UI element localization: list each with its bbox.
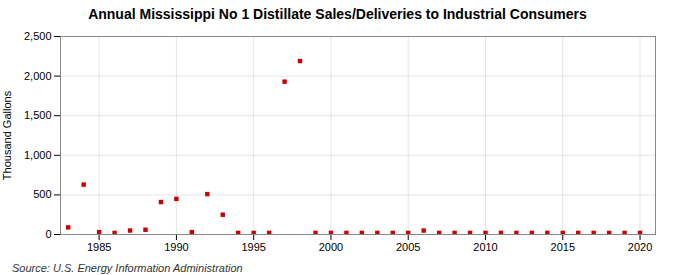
svg-text:2000: 2000 [319,241,343,253]
svg-text:2,000: 2,000 [24,70,52,82]
svg-text:1,000: 1,000 [24,149,52,161]
svg-text:1,500: 1,500 [24,109,52,121]
svg-text:1995: 1995 [241,241,265,253]
svg-text:0: 0 [45,228,51,240]
svg-text:2015: 2015 [551,241,575,253]
svg-text:2,500: 2,500 [24,30,52,42]
svg-text:2020: 2020 [628,241,652,253]
svg-text:1990: 1990 [164,241,188,253]
svg-text:500: 500 [33,188,51,200]
svg-text:2005: 2005 [396,241,420,253]
svg-text:2010: 2010 [473,241,497,253]
svg-text:1985: 1985 [87,241,111,253]
html-text:Source: U.S. Energy Informatio: Source: U.S. Energy Information Administ… [12,262,243,274]
svg-text:Thousand Gallons: Thousand Gallons [1,90,13,180]
html-text:Annual Mississippi No 1 Distil: Annual Mississippi No 1 Distillate Sales… [88,6,587,22]
